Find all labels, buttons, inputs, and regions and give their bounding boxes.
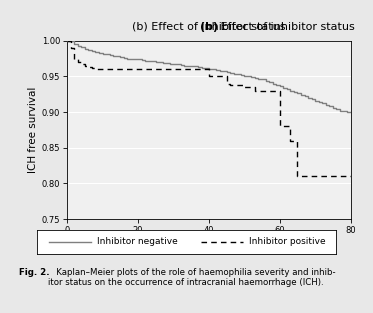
Y-axis label: ICH free survival: ICH free survival — [28, 87, 38, 173]
Text: Effect of inhibitor status: Effect of inhibitor status — [217, 22, 355, 32]
Text: Kaplan–Meier plots of the role of haemophilia severity and inhib-
itor status on: Kaplan–Meier plots of the role of haemop… — [48, 268, 335, 287]
Text: Fig. 2.: Fig. 2. — [19, 268, 49, 277]
Text: Inhibitor positive: Inhibitor positive — [249, 237, 326, 246]
Text: Inhibitor negative: Inhibitor negative — [97, 237, 178, 246]
Text: (b): (b) — [200, 22, 218, 32]
X-axis label: Age (years): Age (years) — [179, 239, 239, 249]
Text: (b) Effect of inhibitor status: (b) Effect of inhibitor status — [132, 22, 286, 32]
Text: (b) Effect of inhibitor status: (b) Effect of inhibitor status — [132, 22, 286, 32]
